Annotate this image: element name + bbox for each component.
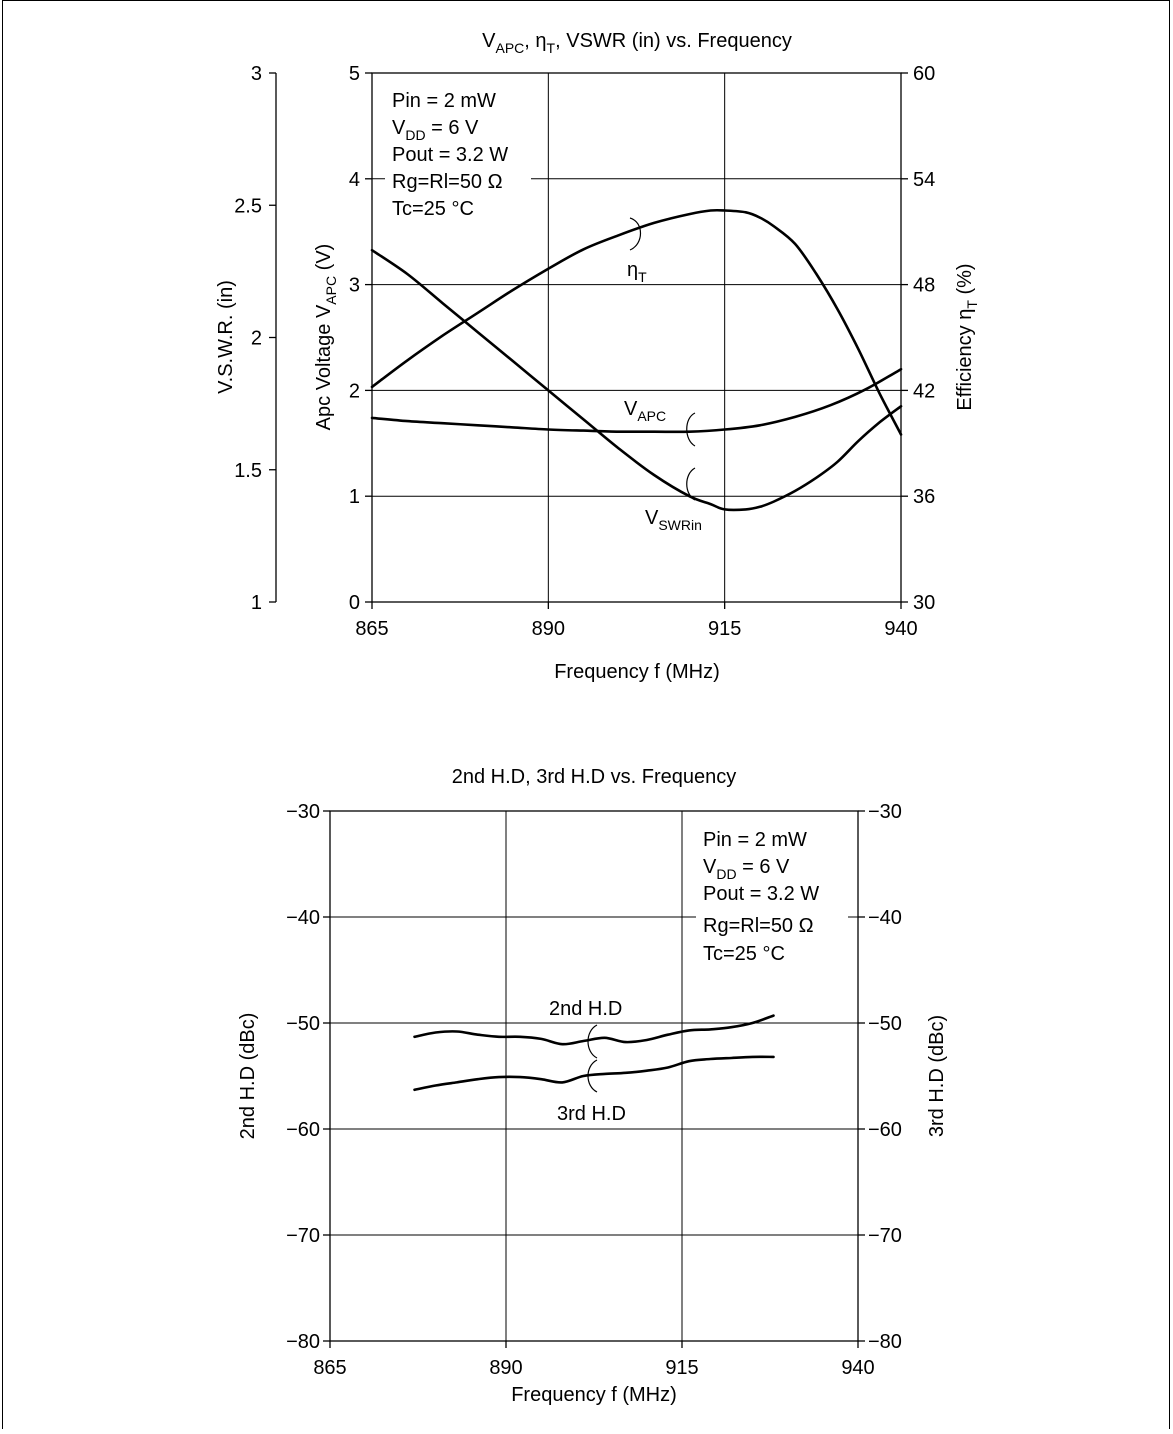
- chart2-left-tick-label--30: −30: [286, 801, 320, 823]
- chart2-condition-pin: Pin = 2 mW: [703, 829, 807, 851]
- chart1-apc-tick-label-2: 2: [349, 380, 360, 402]
- chart2-condition-pout: Pout = 3.2 W: [703, 883, 819, 905]
- chart1-plot-frame: [371, 72, 902, 603]
- hd2-label-bg: [546, 996, 640, 1020]
- chart2-title: 2nd H.D, 3rd H.D vs. Frequency: [452, 766, 737, 788]
- chart2-right-ticks: −80 −70 −60 −50 −40 −30: [858, 801, 902, 1353]
- chart1-xtick-label-915: 915: [708, 618, 741, 640]
- chart1-vswr-tick-label-1.5: 1.5: [234, 460, 262, 482]
- chart1-vswr-tick-label-3: 3: [251, 63, 262, 85]
- vapc-label: VAPC: [624, 398, 666, 424]
- series-line-VAPC: [370, 367, 903, 434]
- chart2-xtick-label-915: 915: [665, 1357, 698, 1379]
- chart1-xtick-label-865: 865: [355, 618, 388, 640]
- chart2-condition-vdd: VDD = 6 V: [703, 856, 790, 882]
- chart2-right-tick-label--80: −80: [868, 1331, 902, 1353]
- chart1-apc-tick-label-4: 4: [349, 169, 360, 191]
- chart2-conditions-bg: [696, 822, 848, 968]
- chart1-xtick-label-890: 890: [532, 618, 565, 640]
- chart1-title: VAPC, ηT, VSWR (in) vs. Frequency: [482, 30, 792, 56]
- chart2-x-ticks: 865 890 915 940: [313, 1341, 875, 1379]
- chart2-xtick-label-890: 890: [489, 1357, 522, 1379]
- vswr-label: VSWRin: [645, 507, 702, 533]
- chart1-vswr-ticks: 1 1.5 2 2.5 3: [234, 63, 276, 614]
- hd3-bracket: [587, 1059, 598, 1093]
- chart1-eff-tick-label-30: 30: [913, 592, 935, 614]
- chart2-right-tick-label--60: −60: [868, 1119, 902, 1141]
- chart1-apc-tick-label-1: 1: [349, 486, 360, 508]
- chart1-apc-tick-label-3: 3: [349, 275, 360, 297]
- chart1-condition-tc: Tc=25 °C: [392, 198, 474, 220]
- chart2-left-tick-label--50: −50: [286, 1013, 320, 1035]
- chart2-ylabel-right: 3rd H.D (dBc): [926, 1015, 948, 1137]
- chart1-eff-axis-title: Efficiency ηT (%): [954, 263, 980, 410]
- chart2-left-tick-label--80: −80: [286, 1331, 320, 1353]
- chart1-eff-ticks: 30 36 42 48 54 60: [901, 63, 935, 614]
- chart1-xlabel: Frequency f (MHz): [554, 661, 720, 683]
- chart1-vswr-axis-title: V.S.W.R. (in): [215, 280, 237, 394]
- chart1-condition-rg: Rg=Rl=50 Ω: [392, 171, 503, 193]
- chart2-right-tick-label--50: −50: [868, 1013, 902, 1035]
- chart1-apc-tick-label-5: 5: [349, 63, 360, 85]
- chart2-right-tick-label--40: −40: [868, 907, 902, 929]
- chart2-left-tick-label--70: −70: [286, 1225, 320, 1247]
- chart1-vswr-tick-label-2: 2: [251, 328, 262, 350]
- chart1-eff-tick-label-60: 60: [913, 63, 935, 85]
- chart2-xlabel: Frequency f (MHz): [511, 1384, 677, 1406]
- series-line-VSWRin: [370, 248, 903, 512]
- chart1-condition-pin: Pin = 2 mW: [392, 90, 496, 112]
- vswr-bracket: [686, 467, 696, 501]
- series-line-ηT: [370, 208, 903, 436]
- chart1-x-ticks: 865 890 915 940: [355, 602, 918, 640]
- chart2-left-tick-label--40: −40: [286, 907, 320, 929]
- chart1-vswr-tick-label-2.5: 2.5: [234, 195, 262, 217]
- eta-bracket: [629, 217, 642, 251]
- chart1-eff-tick-label-54: 54: [913, 169, 935, 191]
- chart2-xtick-label-940: 940: [841, 1357, 874, 1379]
- chart1-xtick-label-940: 940: [884, 618, 917, 640]
- hd2-label: 2nd H.D: [549, 998, 622, 1020]
- chart-harmonic-distortion: 2nd H.D, 3rd H.D vs. Frequency −80 −70 −60…: [237, 766, 948, 1406]
- chart2-ylabel-left: 2nd H.D (dBc): [237, 1013, 259, 1140]
- chart1-eff-tick-label-42: 42: [913, 380, 935, 402]
- chart1-condition-pout: Pout = 3.2 W: [392, 144, 508, 166]
- series-line-2nd-H-D: [413, 1014, 775, 1046]
- vapc-bracket: [686, 412, 696, 447]
- chart1-vswr-tick-label-1: 1: [251, 592, 262, 614]
- chart1-eff-tick-label-48: 48: [913, 275, 935, 297]
- series-line-3rd-H-D: [413, 1055, 775, 1092]
- chart2-left-tick-label--60: −60: [286, 1119, 320, 1141]
- chart2-plot-frame: [329, 810, 859, 1342]
- chart1-condition-vdd: VDD = 6 V: [392, 117, 479, 143]
- chart2-right-tick-label--30: −30: [868, 801, 902, 823]
- chart-vapc-eta-vswr: VAPC, ηT, VSWR (in) vs. Frequency 1 1.5 2 2…: [215, 30, 980, 683]
- chart2-xtick-label-865: 865: [313, 1357, 346, 1379]
- eta-label: ηT: [627, 259, 647, 285]
- chart2-condition-rg: Rg=Rl=50 Ω: [703, 915, 814, 937]
- chart2-condition-tc: Tc=25 °C: [703, 943, 785, 965]
- hd3-label: 3rd H.D: [557, 1103, 626, 1125]
- chart1-apc-ticks: 0 1 2 3 4 5: [349, 63, 372, 614]
- chart1-apc-axis-title: Apc Voltage VAPC (V): [313, 244, 339, 431]
- chart1-eff-tick-label-36: 36: [913, 486, 935, 508]
- vapc-label-bg: [622, 394, 684, 428]
- chart1-curves: [370, 208, 903, 512]
- hd2-bracket: [587, 1024, 598, 1059]
- chart2-right-tick-label--70: −70: [868, 1225, 902, 1247]
- chart1-apc-tick-label-0: 0: [349, 592, 360, 614]
- chart2-curves: [413, 1014, 775, 1092]
- chart1-conditions-bg: [385, 83, 531, 225]
- chart2-left-ticks: −80 −70 −60 −50 −40 −30: [286, 801, 330, 1353]
